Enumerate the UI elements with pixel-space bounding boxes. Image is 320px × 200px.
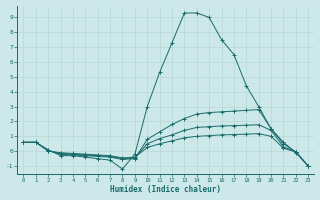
X-axis label: Humidex (Indice chaleur): Humidex (Indice chaleur)	[110, 185, 221, 194]
